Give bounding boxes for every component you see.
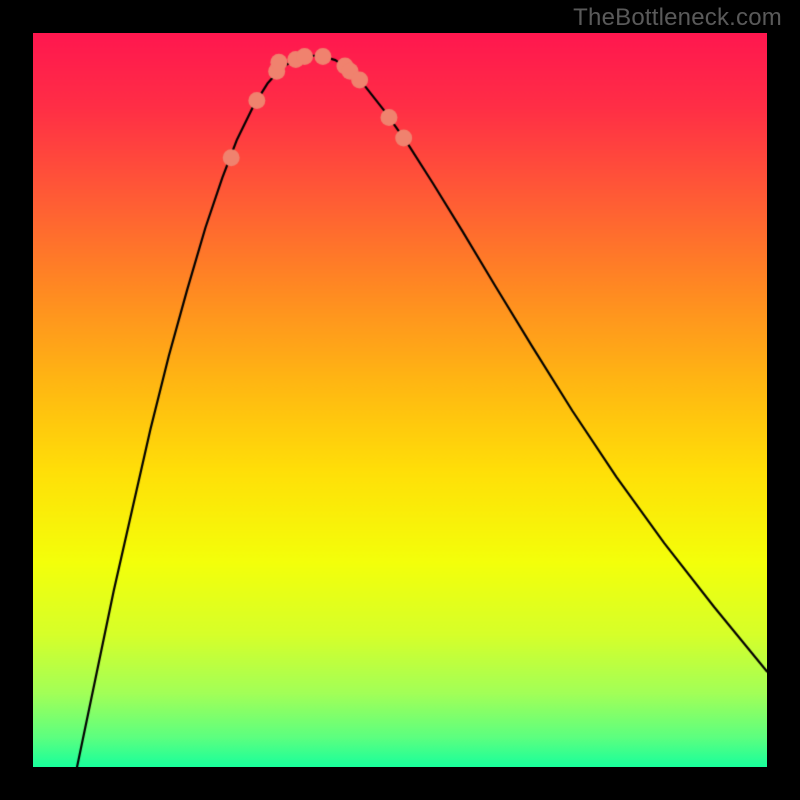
watermark-text: TheBottleneck.com [573,4,782,32]
bottleneck-curve [33,33,767,767]
chart-stage: TheBottleneck.com [0,0,800,800]
